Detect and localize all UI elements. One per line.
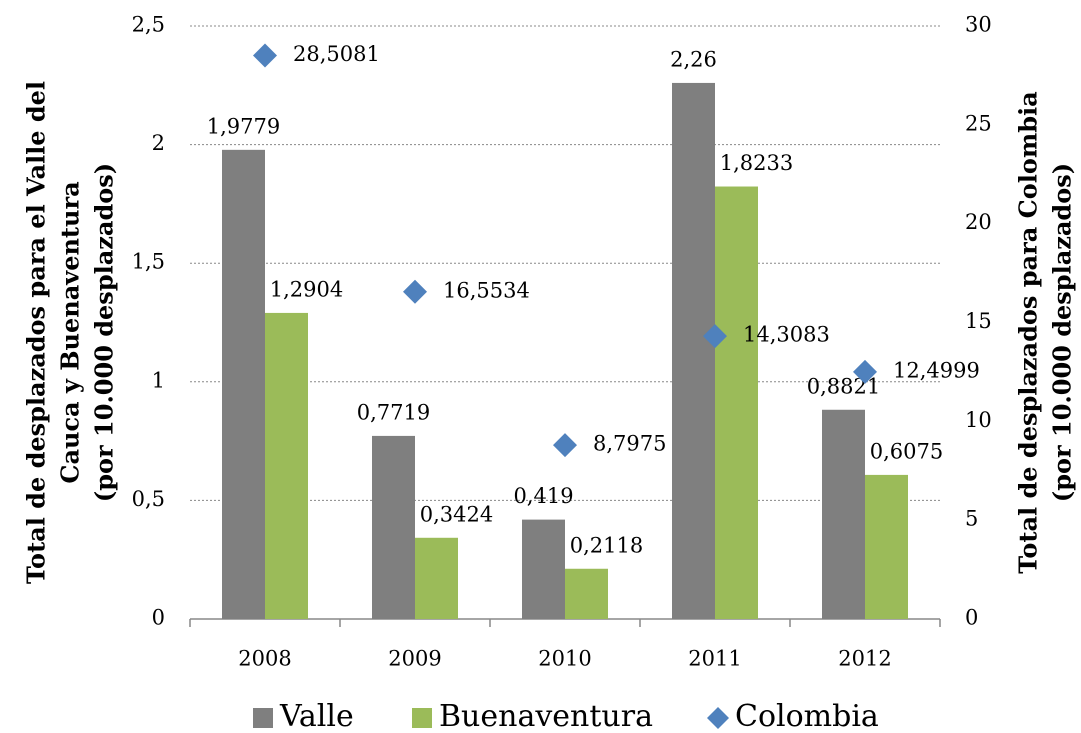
legend-swatch	[412, 708, 432, 728]
y-tick-label: 2,5	[132, 13, 165, 37]
y2-tick-label: 5	[965, 507, 978, 531]
data-label: 14,3083	[743, 323, 830, 347]
legend-label: Valle	[279, 699, 354, 733]
y-tick-label: 2	[152, 131, 165, 155]
bar	[372, 435, 415, 619]
legend-label: Buenaventura	[439, 699, 653, 733]
data-label: 16,5534	[443, 278, 530, 302]
bar	[715, 186, 758, 619]
y2-tick-label: 25	[965, 111, 992, 135]
x-tick-label: 2012	[838, 647, 891, 671]
data-label: 0,7719	[357, 400, 430, 424]
x-tick-label: 2009	[388, 647, 441, 671]
x-tick-label: 2010	[538, 647, 591, 671]
data-label: 1,8233	[720, 151, 793, 175]
bar	[522, 519, 565, 619]
data-label: 2,26	[670, 47, 717, 71]
data-label: 28,5081	[293, 42, 380, 66]
y2-tick-label: 15	[965, 309, 992, 333]
data-label: 0,2118	[570, 533, 643, 557]
data-label: 0,6075	[870, 439, 943, 463]
point	[403, 279, 427, 304]
data-label: 0,3424	[420, 502, 493, 526]
x-tick-label: 2008	[238, 647, 291, 671]
bar	[222, 149, 265, 620]
legend-swatch	[707, 707, 729, 729]
legend-swatch	[253, 708, 273, 728]
point	[553, 433, 577, 458]
bar	[672, 82, 715, 620]
bar	[565, 568, 608, 619]
data-label: 1,2904	[270, 277, 343, 301]
y-tick-label: 0	[152, 606, 165, 630]
bar	[865, 474, 908, 619]
x-tick-label: 2011	[688, 647, 741, 671]
y-tick-label: 1	[152, 368, 165, 392]
y-tick-label: 1,5	[132, 250, 165, 274]
y2-tick-label: 30	[965, 13, 992, 37]
y2-axis-title: Total de desplazados para Colombia	[1014, 91, 1043, 573]
data-label: 1,9779	[207, 114, 280, 138]
y2-tick-label: 20	[965, 210, 992, 234]
y2-tick-label: 10	[965, 408, 992, 432]
y-tick-label: 0,5	[132, 487, 165, 511]
data-label: 12,4999	[893, 358, 980, 382]
y-axis-title: Total de desplazados para el Valle del	[22, 81, 51, 584]
bar	[415, 537, 458, 619]
point	[253, 43, 277, 68]
point	[703, 324, 727, 349]
y-axis-title: Cauca y Buenaventura	[56, 181, 85, 483]
point	[853, 359, 877, 384]
y2-axis-title: (por 10.000 desplazados)	[1048, 163, 1077, 502]
y2-tick-label: 0	[965, 606, 978, 630]
bar	[265, 312, 308, 619]
y-axis-title: (por 10.000 desplazados)	[90, 163, 119, 502]
data-label: 8,7975	[593, 432, 666, 456]
data-label: 0,419	[513, 484, 573, 508]
bar	[822, 409, 865, 619]
legend-label: Colombia	[735, 699, 879, 733]
